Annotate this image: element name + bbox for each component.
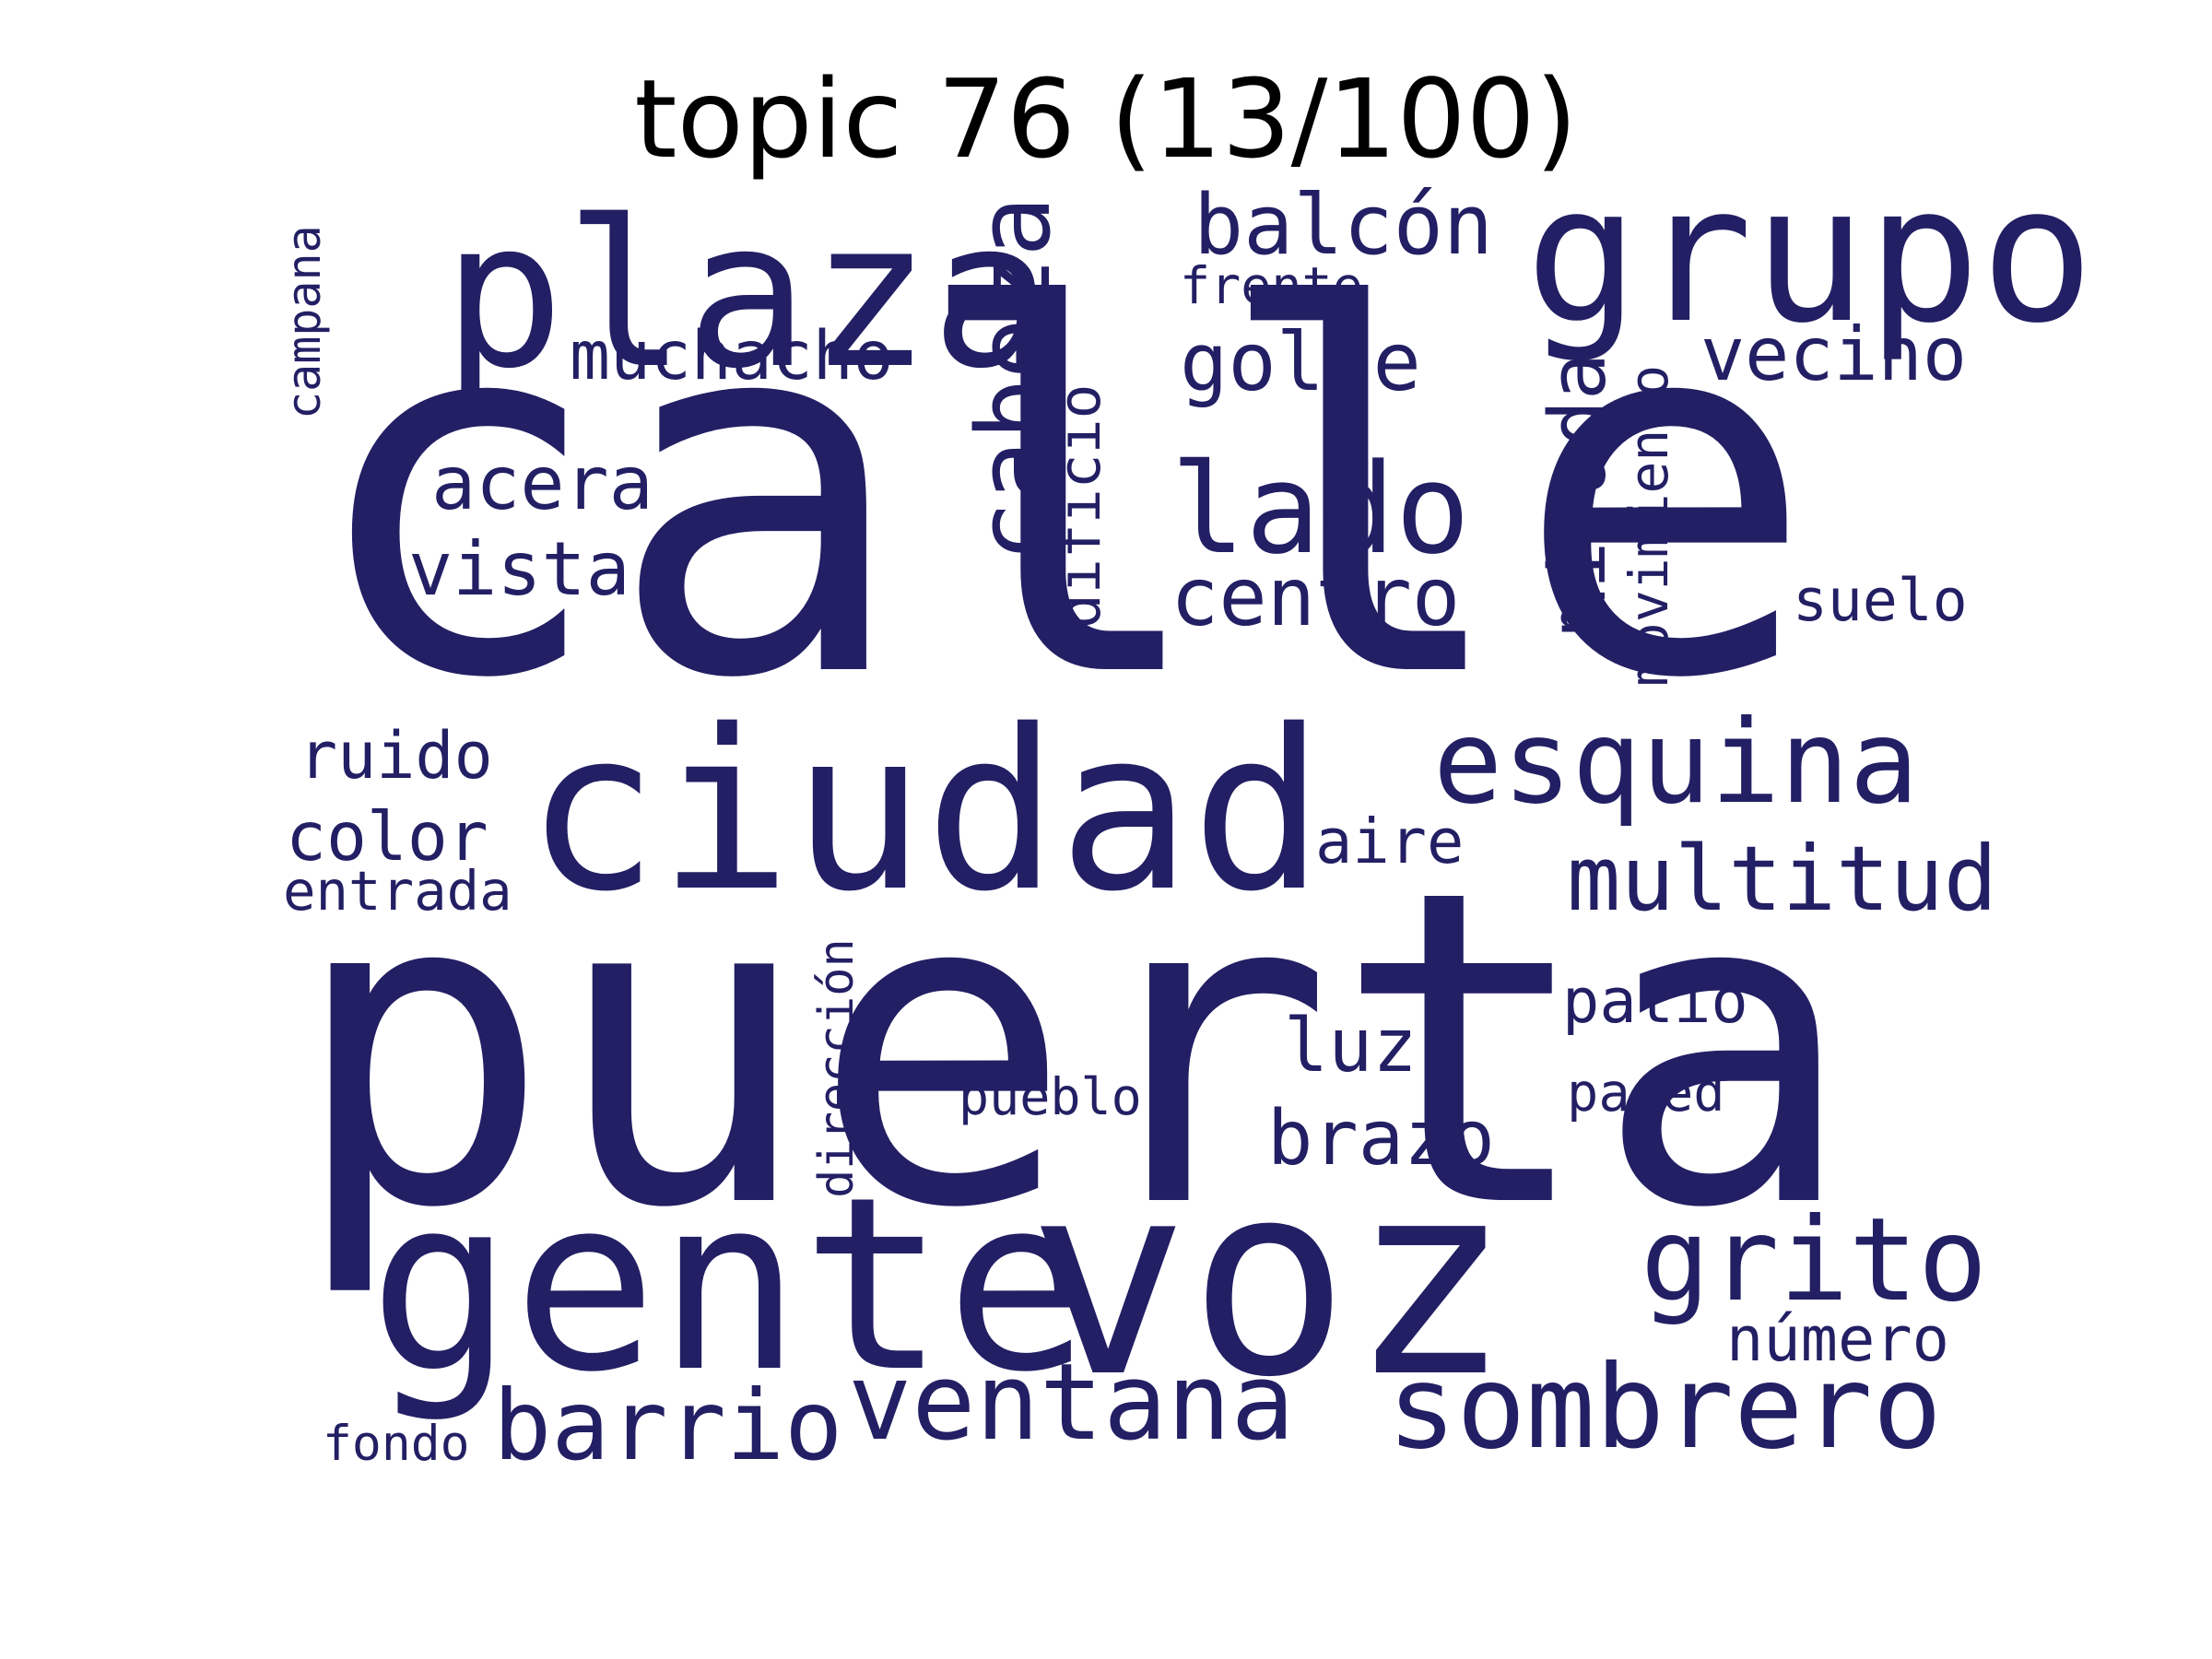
word-acera: acera [431, 441, 653, 526]
word-grupo: grupo [1525, 146, 2095, 365]
word-pueblo: pueblo [959, 1067, 1142, 1126]
word-vista: vista [408, 526, 630, 612]
word-ruido: ruido [299, 718, 493, 794]
word-plaza: plaza [442, 177, 1053, 413]
word-aire: aire [1315, 806, 1465, 877]
word-movimiento: movimiento [1618, 364, 1680, 687]
word-puerta: puerta [290, 798, 1855, 1302]
word-grito: grito [1641, 1194, 1988, 1327]
chart-title: topic 76 (13/100) [634, 55, 1578, 182]
word-pared: pared [1567, 1063, 1725, 1124]
word-golpe: golpe [1180, 315, 1421, 409]
word-luz: luz [1284, 1003, 1418, 1088]
word-ventana: ventana [848, 1341, 1295, 1465]
word-edificio: edificio [1046, 383, 1113, 664]
word-entrada: entrada [283, 859, 512, 923]
word-patio: patio [1562, 965, 1748, 1037]
word-voz: voz [1028, 1125, 1511, 1436]
word-suelo: suelo [1793, 567, 1968, 634]
word-color: color [286, 798, 488, 877]
word-esquina: esquina [1433, 696, 1919, 830]
word-brazo: brazo [1267, 1095, 1495, 1182]
word-frente: frente [1180, 256, 1363, 315]
word-lado: lado [1171, 437, 1471, 582]
word-gente: gente [369, 1147, 1090, 1425]
word-balcon: balcón [1194, 177, 1494, 274]
word-centro: centro [1171, 550, 1461, 644]
word-vecino: vecino [1700, 312, 1967, 397]
word-direccion: dirección [809, 938, 865, 1198]
word-mirada: mirada [1533, 352, 1624, 636]
word-fondo: fondo [323, 1416, 470, 1472]
word-numero: número [1726, 1303, 1950, 1375]
word-sombrero: sombrero [1387, 1341, 1943, 1475]
word-ciudad: ciudad [525, 682, 1324, 940]
word-muchacho: muchacho [570, 317, 894, 395]
word-campana: campana [277, 225, 331, 419]
word-calle: calle [304, 203, 1817, 788]
word-barrio: barrio [493, 1370, 843, 1482]
word-multitud: multitud [1567, 827, 1998, 931]
